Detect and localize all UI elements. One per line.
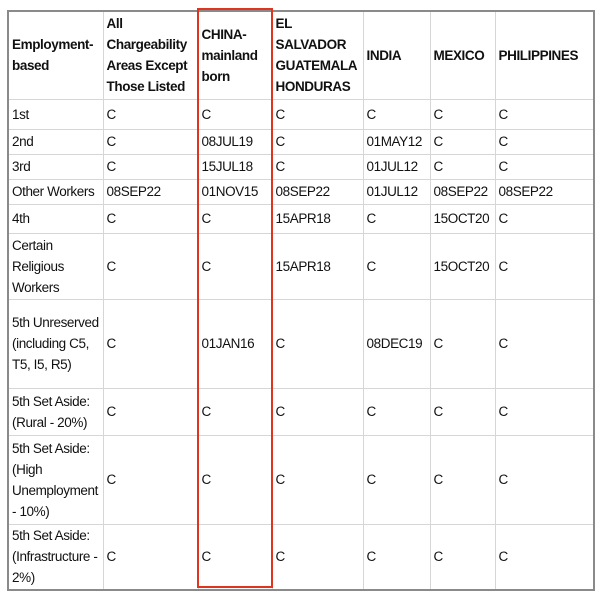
table-cell: C	[362, 523, 431, 591]
table-cell: C	[494, 434, 595, 525]
row-category: 5th Set Aside: (Rural - 20%)	[7, 387, 104, 436]
visa-bulletin-table: Employment-based All Chargeability Areas…	[7, 10, 595, 591]
table-cell: 15JUL18	[197, 153, 273, 180]
table-cell: C	[362, 203, 431, 234]
table-row: 5th Set Aside: (High Unemployment - 10%)…	[7, 434, 595, 525]
table-cell: 08SEP22	[271, 178, 364, 205]
table-row: 5th Set Aside: (Rural - 20%) C C C C C C	[7, 387, 595, 436]
table-cell: C	[362, 387, 431, 436]
table-row: 1st C C C C C C	[7, 98, 595, 130]
table-cell: C	[197, 387, 273, 436]
header-el-salvador-guatemala-honduras: EL SALVADOR GUATEMALA HONDURAS	[271, 10, 364, 100]
table-cell: C	[494, 98, 595, 130]
header-all-chargeability: All Chargeability Areas Except Those Lis…	[102, 10, 199, 100]
table-row: Other Workers 08SEP22 01NOV15 08SEP22 01JUL1…	[7, 178, 595, 205]
header-philippines: PHILIPPINES	[494, 10, 595, 100]
table-cell: 01JUL12	[362, 153, 431, 180]
table-row: 2nd C 08JUL19 C 01MAY12 C C	[7, 128, 595, 155]
table-cell: C	[494, 232, 595, 300]
header-mexico: MEXICO	[429, 10, 496, 100]
table-cell: C	[271, 387, 364, 436]
table-cell: C	[271, 98, 364, 130]
row-category: 1st	[7, 98, 104, 130]
table-cell: C	[102, 387, 199, 436]
table-cell: 01JUL12	[362, 178, 431, 205]
table-cell: C	[494, 387, 595, 436]
header-china: CHINA-mainland born	[197, 10, 273, 100]
table-cell: C	[197, 203, 273, 234]
table-cell: C	[197, 232, 273, 300]
table-cell: 08SEP22	[102, 178, 199, 205]
table-cell: C	[102, 153, 199, 180]
table-cell: C	[494, 298, 595, 389]
table-cell: C	[362, 232, 431, 300]
table-cell: C	[429, 387, 496, 436]
table-cell: C	[494, 203, 595, 234]
table-cell: C	[429, 434, 496, 525]
table-cell: C	[271, 128, 364, 155]
table-cell: C	[102, 523, 199, 591]
table-cell: 01NOV15	[197, 178, 273, 205]
table-cell: 15APR18	[271, 232, 364, 300]
table-cell: C	[197, 98, 273, 130]
table-cell: C	[494, 523, 595, 591]
table-cell: C	[102, 298, 199, 389]
table-cell: C	[102, 203, 199, 234]
table-row: Certain Religious Workers C C 15APR18 C 15OCT…	[7, 232, 595, 300]
row-category: 5th Set Aside: (Infrastructure - 2%)	[7, 523, 104, 591]
table-cell: C	[362, 98, 431, 130]
table-cell: C	[197, 523, 273, 591]
table-cell: 01MAY12	[362, 128, 431, 155]
table-row: 3rd C 15JUL18 C 01JUL12 C C	[7, 153, 595, 180]
table-cell: C	[271, 298, 364, 389]
table-cell: C	[102, 98, 199, 130]
table-cell: C	[197, 434, 273, 525]
row-category: 5th Set Aside: (High Unemployment - 10%)	[7, 434, 104, 525]
table-cell: C	[429, 98, 496, 130]
table-cell: C	[429, 153, 496, 180]
row-category: 4th	[7, 203, 104, 234]
table-cell: C	[494, 128, 595, 155]
table-cell: 15OCT20	[429, 232, 496, 300]
table-cell: C	[271, 153, 364, 180]
table-cell: 08DEC19	[362, 298, 431, 389]
table-cell: C	[271, 523, 364, 591]
header-row: Employment-based All Chargeability Areas…	[7, 10, 595, 100]
table-row: 4th C C 15APR18 C 15OCT20 C	[7, 203, 595, 234]
row-category: 2nd	[7, 128, 104, 155]
table-cell: C	[429, 298, 496, 389]
table-cell: C	[494, 153, 595, 180]
table-cell: 15OCT20	[429, 203, 496, 234]
table-cell: C	[102, 434, 199, 525]
row-category: Certain Religious Workers	[7, 232, 104, 300]
table-cell: C	[429, 128, 496, 155]
row-category: Other Workers	[7, 178, 104, 205]
row-category: 5th Unreserved (including C5, T5, I5, R5…	[7, 298, 104, 389]
table-cell: C	[102, 232, 199, 300]
table-cell: C	[271, 434, 364, 525]
table-cell: C	[102, 128, 199, 155]
header-india: INDIA	[362, 10, 431, 100]
table-cell: 08SEP22	[429, 178, 496, 205]
table-cell: C	[429, 523, 496, 591]
header-employment-based: Employment-based	[7, 10, 104, 100]
row-category: 3rd	[7, 153, 104, 180]
table-cell: 15APR18	[271, 203, 364, 234]
table-cell: C	[362, 434, 431, 525]
table-cell: 08SEP22	[494, 178, 595, 205]
table-cell: 08JUL19	[197, 128, 273, 155]
table-row: 5th Set Aside: (Infrastructure - 2%) C C C C…	[7, 523, 595, 591]
table-row: 5th Unreserved (including C5, T5, I5, R5…	[7, 298, 595, 389]
table-cell: 01JAN16	[197, 298, 273, 389]
